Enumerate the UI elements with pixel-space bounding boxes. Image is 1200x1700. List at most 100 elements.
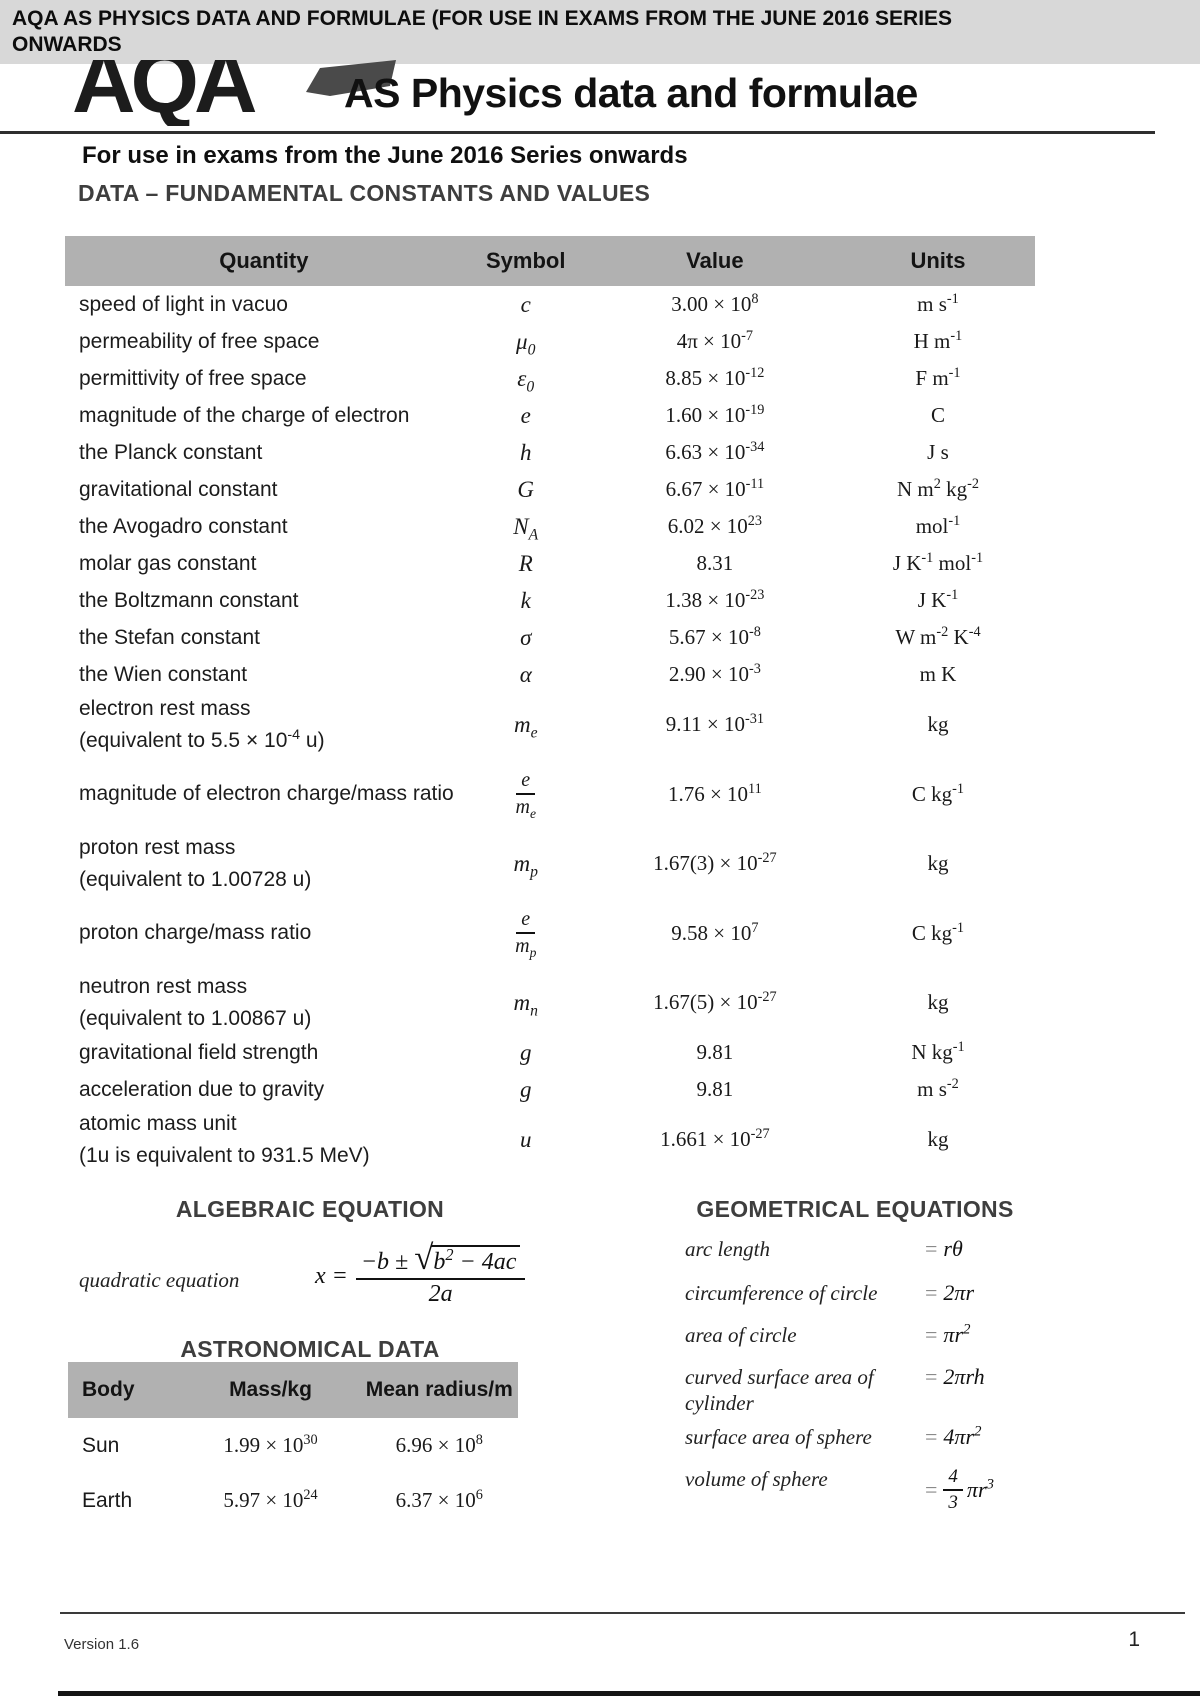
- value-cell: 4π × 10-7: [676, 328, 754, 353]
- symbol-fraction: e mp: [515, 908, 537, 960]
- equation-expression: 4πr2: [943, 1423, 982, 1449]
- algebraic-section-heading: ALGEBRAIC EQUATION: [175, 1196, 445, 1222]
- column-header-mean-radius: Mean radius/m: [365, 1378, 513, 1401]
- quantity-cell: gravitational field strength: [79, 1040, 319, 1064]
- equals-sign: =: [925, 1236, 938, 1261]
- constant-row: atomic mass unit (1u is equivalent to 931…: [65, 1108, 1035, 1171]
- symbol-cell: ε0: [517, 365, 535, 396]
- quantity-cell: the Planck constant: [79, 440, 263, 464]
- quadratic-equation-formula: x = −b ± √b2 − 4ac 2a: [315, 1240, 526, 1308]
- symbol-cell: mp: [513, 850, 538, 881]
- value-cell: 8.31: [696, 551, 734, 575]
- astronomical-table-body: Sun 1.99 × 1030 6.96 × 108 Earth 5.97 × 1024…: [68, 1418, 518, 1528]
- units-cell: J K-1: [917, 587, 959, 612]
- quantity-cell: the Avogadro constant: [79, 514, 288, 538]
- units-cell: mol-1: [915, 513, 961, 538]
- column-header-body: Body: [82, 1378, 135, 1401]
- value-cell: 1.67(3) × 10-27: [653, 850, 777, 875]
- astronomical-section-heading: ASTRONOMICAL DATA: [180, 1336, 440, 1362]
- column-header-symbol: Symbol: [486, 248, 566, 273]
- aqa-logo-swoosh-icon: [306, 60, 396, 96]
- symbol-cell: G: [517, 476, 535, 502]
- equation-formula: = 4 3 πr3: [925, 1466, 994, 1514]
- footer-divider: [60, 1612, 1185, 1614]
- quantity-cell: atomic mass unit (1u is equivalent to 931…: [79, 1112, 370, 1167]
- constant-row: acceleration due to gravity g 9.81 m s-2: [65, 1071, 1035, 1108]
- aqa-logo: AQA: [72, 60, 372, 126]
- units-cell: N m2 kg-2: [896, 476, 979, 501]
- constant-row: molar gas constant R 8.31 J K-1 mol-1: [65, 545, 1035, 582]
- constants-table: Quantity Symbol Value Units speed of lig…: [65, 236, 1035, 1171]
- equals-sign: =: [925, 1476, 938, 1502]
- value-cell: 9.11 × 10-31: [665, 711, 765, 736]
- mass-cell: 1.99 × 1030: [223, 1432, 318, 1457]
- constant-row: magnitude of the charge of electron e 1.60…: [65, 397, 1035, 434]
- quadratic-equation-row: quadratic equation x = −b ± √b2 − 4ac 2a: [65, 1238, 620, 1334]
- constant-row: proton charge/mass ratio e mp 9.58 × 107 C k…: [65, 895, 1035, 971]
- constant-row: the Wien constant α 2.90 × 10-3 m K: [65, 656, 1035, 693]
- equation-formula: = 2πrh: [925, 1364, 985, 1390]
- equation-expression: 2πr: [943, 1280, 975, 1305]
- equals-sign: =: [925, 1322, 938, 1347]
- banner-line-1: AQA AS PHYSICS DATA AND FORMULAE (FOR US…: [12, 7, 953, 30]
- units-cell: H m-1: [913, 328, 963, 353]
- constants-section-heading: DATA – FUNDAMENTAL CONSTANTS AND VALUES: [78, 180, 651, 206]
- quantity-cell: magnitude of electron charge/mass ratio: [79, 782, 454, 806]
- units-cell: C: [930, 403, 945, 427]
- units-cell: J s: [927, 440, 949, 464]
- aqa-logo-text: AQA: [72, 60, 258, 126]
- sqrt-icon: √: [414, 1238, 434, 1277]
- quantity-cell: the Stefan constant: [79, 625, 260, 649]
- symbol-cell: k: [520, 587, 531, 613]
- symbol-cell: mn: [513, 989, 538, 1020]
- equation-expression: πr2: [943, 1321, 971, 1347]
- equation-formula: = rθ: [925, 1236, 963, 1262]
- equals-sign: =: [925, 1280, 938, 1305]
- value-cell: 1.67(5) × 10-27: [653, 989, 777, 1014]
- value-cell: 9.81: [696, 1040, 734, 1064]
- value-cell: 6.02 × 1023: [667, 513, 763, 538]
- page-number: 1: [1128, 1628, 1140, 1651]
- value-cell: 5.67 × 10-8: [668, 624, 761, 649]
- geometrical-equation-row: surface area of sphere = 4πr2: [640, 1424, 1110, 1466]
- units-cell: kg: [927, 851, 949, 875]
- quantity-cell: electron rest mass (equivalent to 5.5 × 1…: [79, 697, 325, 752]
- symbol-cell: c: [520, 291, 531, 317]
- quantity-cell: permeability of free space: [79, 329, 320, 353]
- astronomical-row: Earth 5.97 × 1024 6.37 × 106: [68, 1473, 518, 1528]
- equation-expression: rθ: [943, 1236, 963, 1261]
- constant-row: the Avogadro constant NA 6.02 × 1023 mol-1: [65, 508, 1035, 545]
- equation-formula: = 2πr: [925, 1280, 974, 1306]
- value-cell: 3.00 × 108: [671, 291, 759, 316]
- geometrical-equation-row: curved surface area of cylinder = 2πrh: [640, 1364, 1110, 1424]
- value-cell: 8.85 × 10-12: [665, 365, 765, 390]
- value-cell: 9.58 × 107: [671, 919, 759, 945]
- value-cell: 1.38 × 10-23: [665, 587, 765, 612]
- document-header-banner: AQA AS PHYSICS DATA AND FORMULAE (FOR US…: [0, 0, 1200, 64]
- equation-label: volume of sphere: [685, 1467, 828, 1491]
- symbol-cell: h: [519, 439, 532, 465]
- symbol-cell: e me: [463, 769, 589, 820]
- quantity-cell: gravitational constant: [79, 477, 278, 501]
- units-cell: C kg-1: [911, 780, 965, 806]
- page-bottom-edge: [58, 1691, 1200, 1696]
- units-cell: kg: [927, 1127, 949, 1151]
- symbol-cell: α: [519, 661, 532, 687]
- geometrical-equation-row: arc length = rθ: [640, 1236, 1110, 1280]
- geometrical-equation-row: volume of sphere = 4 3 πr3: [640, 1466, 1110, 1532]
- equals-sign: =: [925, 1364, 938, 1389]
- quantity-cell: proton rest mass (equivalent to 1.00728 u…: [79, 836, 312, 891]
- body-cell: Earth: [82, 1488, 133, 1512]
- astronomical-table: Body Mass/kg Mean radius/m Sun 1.99 × 103…: [68, 1362, 518, 1528]
- value-cell: 1.60 × 10-19: [665, 402, 765, 427]
- symbol-cell: μ0: [516, 328, 536, 359]
- column-header-value: Value: [686, 248, 744, 273]
- equation-expression: πr3: [966, 1476, 994, 1502]
- units-cell: N kg-1: [911, 1039, 965, 1064]
- geometrical-section-heading: GEOMETRICAL EQUATIONS: [696, 1196, 1014, 1222]
- column-header-mass: Mass/kg: [229, 1378, 312, 1401]
- quadratic-denominator: 2a: [428, 1280, 453, 1307]
- constant-row: proton rest mass (equivalent to 1.00728 u…: [65, 832, 1035, 895]
- quadratic-equation-label: quadratic equation: [79, 1268, 240, 1292]
